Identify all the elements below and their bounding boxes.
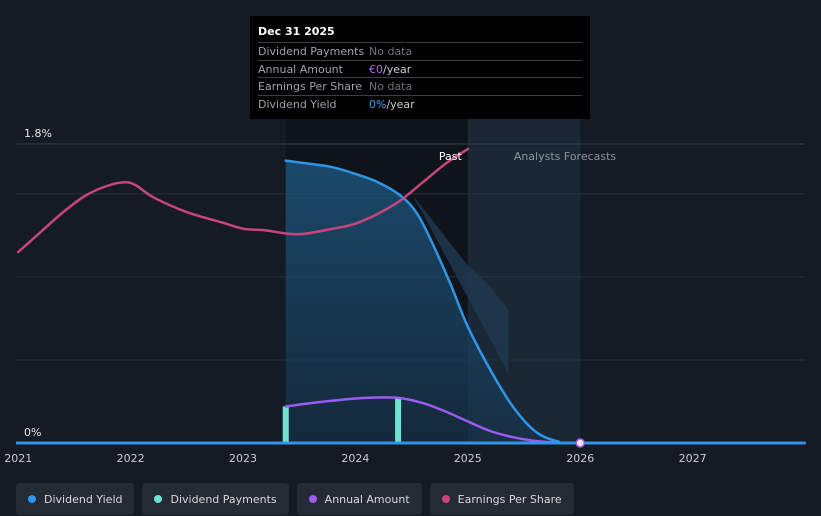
x-tick-label: 2027 [679, 452, 707, 465]
tooltip-date: Dec 31 2025 [258, 25, 335, 38]
earnings-per-share-line [16, 147, 470, 254]
tooltip-unit: /year [383, 62, 412, 76]
forecast-region-label: Analysts Forecasts [514, 150, 617, 163]
tooltip-value: 0%/year [369, 96, 415, 113]
x-tick-label: 2022 [117, 452, 145, 465]
tooltip-label: Dividend Yield [258, 97, 337, 111]
data-point-marker [575, 438, 585, 448]
legend-label: Dividend Payments [170, 492, 277, 506]
legend-label: Dividend Yield [44, 492, 123, 506]
tooltip-row-annual-amount: Annual Amount €0/year [258, 59, 582, 78]
dividend-chart: 1.8% 0% 2021 2022 2023 2024 2025 2026 2027 Past An… [4, 104, 807, 465]
x-tick-label: 2024 [341, 452, 369, 465]
dividend-payment-bar [282, 406, 289, 443]
y-tick-label: 1.8% [24, 127, 52, 140]
legend-dot-icon [154, 495, 163, 503]
x-tick-label: 2026 [566, 452, 594, 465]
tooltip-row-dividend-yield: Dividend Yield 0%/year [258, 94, 582, 113]
legend-dot-icon [308, 495, 317, 503]
tooltip-unit: /year [386, 97, 415, 111]
legend-item-earnings-per-share[interactable]: Earnings Per Share [429, 483, 574, 515]
legend-item-annual-amount[interactable]: Annual Amount [296, 483, 422, 515]
legend-dot-icon [441, 495, 450, 503]
legend-item-dividend-yield[interactable]: Dividend Yield [16, 483, 135, 515]
chart-legend: Dividend Yield Dividend Payments Annual … [16, 483, 574, 515]
tooltip-accent: 0% [369, 97, 387, 111]
tooltip-label: Annual Amount [258, 62, 343, 76]
legend-item-dividend-payments[interactable]: Dividend Payments [142, 483, 289, 515]
data-tooltip: Dec 31 2025 Dividend Payments No data An… [250, 16, 590, 119]
tooltip-row-earnings-per-share: Earnings Per Share No data [258, 77, 582, 95]
legend-dot-icon [28, 495, 36, 503]
y-tick-label: 0% [24, 426, 41, 439]
legend-label: Annual Amount [324, 492, 410, 506]
x-tick-label: 2025 [454, 452, 482, 465]
x-tick-label: 2021 [4, 452, 32, 465]
tooltip-value: €0/year [369, 61, 411, 78]
tooltip-value: No data [369, 80, 413, 93]
dividend-yield-area [285, 160, 581, 443]
legend-label: Earnings Per Share [457, 492, 562, 506]
tooltip-accent: €0 [369, 62, 383, 76]
past-region-label: Past [439, 150, 463, 163]
tooltip-value: No data [369, 45, 413, 58]
tooltip-row-dividend-payments: Dividend Payments No data [258, 42, 582, 60]
dividend-payment-bar [395, 398, 402, 443]
tooltip-label: Earnings Per Share [258, 80, 363, 93]
tooltip-label: Dividend Payments [258, 45, 365, 58]
x-tick-label: 2023 [229, 452, 257, 465]
